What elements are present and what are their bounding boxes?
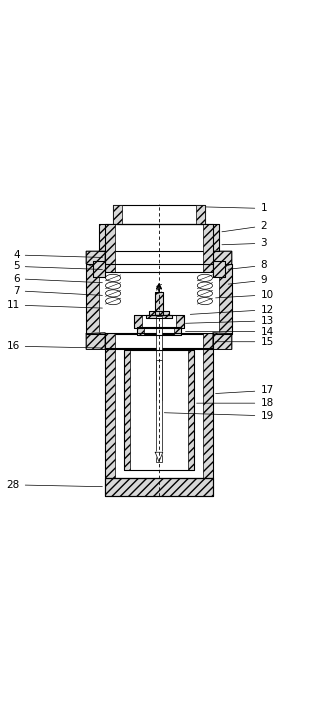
Bar xyxy=(134,315,142,328)
Bar xyxy=(105,224,213,271)
Bar xyxy=(149,311,169,314)
Bar xyxy=(188,350,194,470)
Bar xyxy=(105,224,115,271)
Bar xyxy=(105,477,213,496)
Bar xyxy=(137,327,144,335)
Bar xyxy=(99,224,219,251)
Bar xyxy=(156,360,162,462)
Bar xyxy=(219,264,232,333)
Text: 5: 5 xyxy=(13,262,102,271)
Polygon shape xyxy=(155,452,163,462)
Bar xyxy=(174,327,181,335)
Bar xyxy=(203,333,213,350)
Bar xyxy=(93,261,105,276)
Bar xyxy=(155,293,163,314)
Text: 16: 16 xyxy=(6,341,102,351)
Text: 18: 18 xyxy=(197,398,273,408)
Bar xyxy=(105,477,213,496)
Polygon shape xyxy=(86,251,105,271)
Text: 14: 14 xyxy=(185,326,273,336)
Polygon shape xyxy=(86,251,105,271)
Text: 12: 12 xyxy=(190,305,273,314)
Text: 1: 1 xyxy=(206,204,267,214)
Text: 9: 9 xyxy=(228,276,267,286)
Bar xyxy=(93,261,105,276)
Bar xyxy=(134,315,184,328)
Text: 13: 13 xyxy=(185,316,273,326)
Text: 19: 19 xyxy=(164,411,273,421)
Bar xyxy=(113,205,122,224)
Text: 2: 2 xyxy=(222,221,267,232)
Text: 8: 8 xyxy=(228,260,267,271)
Text: 28: 28 xyxy=(6,480,102,490)
Bar xyxy=(146,314,172,318)
Bar xyxy=(105,333,213,350)
Bar xyxy=(124,350,130,470)
Text: 11: 11 xyxy=(6,300,102,310)
Bar xyxy=(99,224,112,251)
Text: 7: 7 xyxy=(13,286,102,296)
Bar xyxy=(149,311,169,314)
Text: 10: 10 xyxy=(216,290,273,300)
Bar xyxy=(156,316,162,400)
Bar xyxy=(137,327,181,335)
Polygon shape xyxy=(86,333,105,350)
Text: 4: 4 xyxy=(13,250,102,260)
Text: 6: 6 xyxy=(13,274,102,283)
Polygon shape xyxy=(213,333,232,350)
Bar xyxy=(105,348,115,477)
Bar xyxy=(113,205,205,224)
Bar xyxy=(203,348,213,477)
Bar xyxy=(146,314,172,318)
Text: 15: 15 xyxy=(216,337,273,347)
Bar xyxy=(86,264,232,333)
Bar xyxy=(105,333,115,350)
Bar xyxy=(206,224,219,251)
Bar xyxy=(196,205,205,224)
Polygon shape xyxy=(213,251,232,271)
Bar xyxy=(213,261,225,276)
Bar xyxy=(213,261,225,276)
Bar xyxy=(155,293,163,314)
Polygon shape xyxy=(213,251,232,271)
Bar xyxy=(105,348,213,477)
Polygon shape xyxy=(213,333,232,350)
Bar xyxy=(86,264,99,333)
Text: 3: 3 xyxy=(222,238,267,248)
Polygon shape xyxy=(86,333,105,350)
Bar xyxy=(176,315,184,328)
Text: 17: 17 xyxy=(216,386,273,396)
Bar xyxy=(124,350,194,470)
Bar xyxy=(203,224,213,271)
